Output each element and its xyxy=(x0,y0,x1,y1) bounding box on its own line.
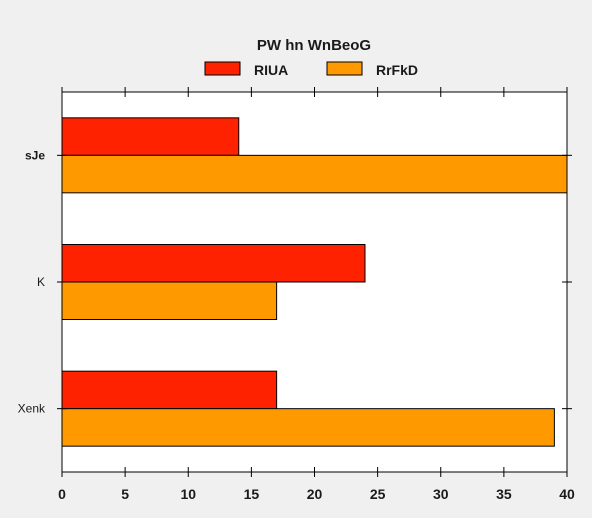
x-tick-label-0: 0 xyxy=(58,486,66,502)
y-tick-label-k: K xyxy=(37,275,45,289)
x-tick-label-25: 25 xyxy=(370,486,386,502)
y-axis: sJe K Xenk xyxy=(18,148,572,416)
bar-rrfkd-k xyxy=(61,281,278,320)
x-tick-label-15: 15 xyxy=(244,486,260,502)
bar-riua-xenk xyxy=(61,370,278,410)
x-tick-label-40: 40 xyxy=(559,486,575,502)
bar-rrfkd-xenk xyxy=(61,408,555,447)
legend-label-riua: RIUA xyxy=(254,62,288,78)
x-tick-label-30: 30 xyxy=(433,486,449,502)
x-axis: 0 5 10 15 20 25 30 35 40 xyxy=(58,87,575,502)
x-tick-label-5: 5 xyxy=(121,486,129,502)
legend-swatch-rrfkd xyxy=(326,61,363,76)
bar-riua-sje xyxy=(61,117,240,156)
bar-riua-k xyxy=(61,244,366,283)
legend: RIUA RrFkD xyxy=(204,61,418,78)
x-tick-label-20: 20 xyxy=(307,486,323,502)
y-tick-label-xenk: Xenk xyxy=(18,402,46,416)
chart-title: PW hn WnBeoG xyxy=(257,37,371,54)
x-tick-label-35: 35 xyxy=(496,486,512,502)
bar-rrfkd-sje xyxy=(61,154,568,194)
x-tick-label-10: 10 xyxy=(180,486,196,502)
legend-swatch-riua xyxy=(204,61,241,76)
y-tick-label-sje: sJe xyxy=(25,148,45,162)
legend-label-rrfkd: RrFkD xyxy=(376,62,418,78)
bars xyxy=(61,117,568,447)
